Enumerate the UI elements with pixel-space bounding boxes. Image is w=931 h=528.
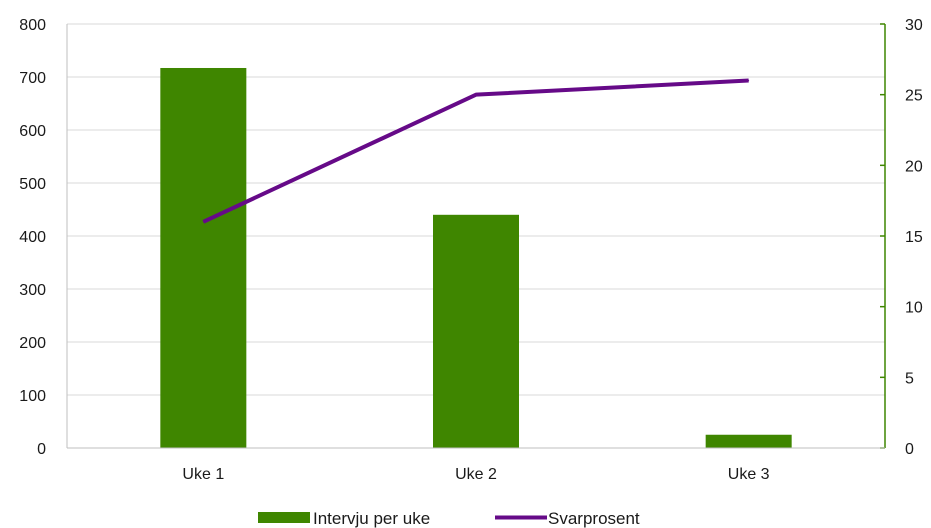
line-path [202,78,749,224]
right-y-axis: 0 5 10 15 20 25 30 [880,17,923,458]
right-tick-label: 20 [905,158,923,175]
left-tick-label: 100 [19,388,46,405]
x-tick-label: Uke 2 [455,466,497,483]
bar [160,67,247,449]
left-tick-label: 700 [19,70,46,87]
left-y-axis: 0 100 200 300 400 500 600 700 800 [19,17,68,458]
line-point [748,80,750,82]
legend-label-bar: Intervju per uke [313,509,430,528]
right-tick-label: 0 [905,441,914,458]
left-tick-label: 0 [37,441,46,458]
bar-series [160,67,792,449]
left-tick-label: 500 [19,176,46,193]
line-point [475,94,477,96]
bar [433,214,519,448]
left-tick-label: 600 [19,123,46,140]
left-tick-label: 400 [19,229,46,246]
left-tick-label: 800 [19,17,46,34]
x-axis: Uke 1 Uke 2 Uke 3 [67,447,885,483]
left-tick-label: 200 [19,335,46,352]
bar [705,434,792,448]
x-tick-label: Uke 1 [182,466,224,483]
right-tick-label: 15 [905,229,923,246]
right-tick-label: 10 [905,300,923,317]
right-tick-label: 5 [905,370,914,387]
left-tick-label: 300 [19,282,46,299]
right-tick-label: 25 [905,88,923,105]
legend-label-line: Svarprosent [548,509,640,528]
line-point [202,221,204,223]
line-series [202,78,750,224]
x-tick-label: Uke 3 [728,466,770,483]
legend: Intervju per uke Svarprosent [258,509,640,528]
legend-swatch-bar [258,512,310,523]
right-tick-label: 30 [905,17,923,34]
